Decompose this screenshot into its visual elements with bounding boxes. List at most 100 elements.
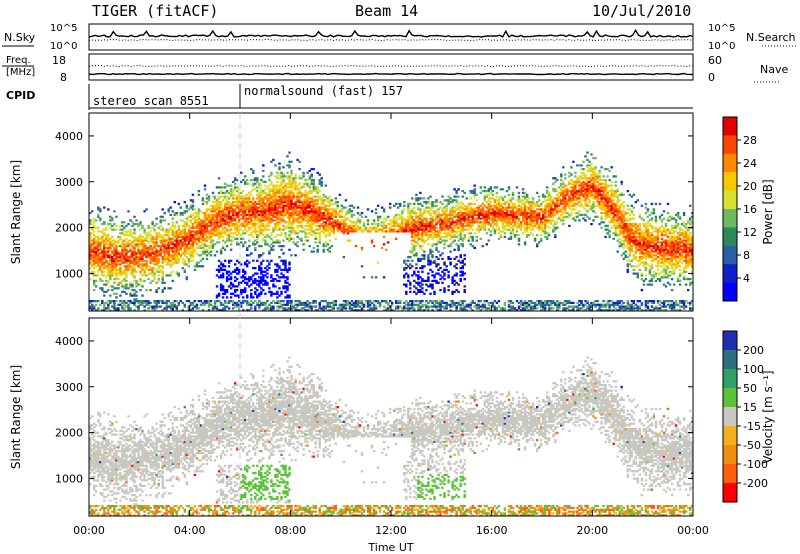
power-cell (252, 230, 255, 233)
power-cell (278, 265, 281, 268)
power-cell (169, 243, 172, 246)
power-cell (274, 285, 277, 288)
power-cell (258, 202, 261, 206)
power-cell (457, 245, 460, 248)
power-cell (113, 257, 116, 261)
power-cell (115, 261, 118, 264)
power-cell (306, 193, 309, 196)
date-title: 10/Jul/2010 (592, 2, 691, 20)
power-cell (231, 204, 235, 207)
power-cell (248, 208, 251, 211)
power-cell (215, 228, 219, 231)
power-cell (268, 193, 271, 196)
power-cell (221, 246, 225, 250)
power-cell (238, 195, 241, 198)
power-cell (238, 204, 241, 207)
power-cell (103, 234, 106, 237)
power-cell (298, 182, 301, 185)
power-cell (274, 292, 277, 295)
power-cell (306, 239, 309, 242)
power-cell (219, 206, 223, 209)
power-cell (256, 272, 259, 275)
power-cell (254, 239, 257, 242)
power-cell (161, 248, 164, 251)
power-cell (179, 212, 183, 215)
power-cell (209, 234, 213, 237)
power-cell (236, 241, 239, 244)
power-cell (256, 219, 259, 222)
power-cell (282, 179, 285, 182)
power-cell (360, 246, 364, 250)
power-cell (183, 201, 187, 204)
power-cell (213, 307, 217, 310)
power-cell (324, 184, 328, 187)
power-cell (473, 217, 476, 220)
power-cell (143, 252, 146, 255)
power-cell (242, 221, 245, 224)
power-cell (236, 197, 239, 200)
power-cell (109, 254, 112, 257)
power-cell (159, 221, 162, 224)
power-cell (203, 245, 207, 248)
power-cell (137, 239, 140, 242)
power-cell (121, 290, 124, 294)
power-cell (147, 248, 150, 251)
power-cell (201, 232, 205, 235)
power-cell (296, 226, 299, 229)
power-cell (99, 243, 102, 246)
power-cell (101, 274, 104, 277)
power-cell (397, 206, 400, 209)
power-cell (165, 230, 168, 233)
power-cell (153, 250, 156, 253)
power-cell (264, 195, 267, 198)
power-cell (189, 259, 193, 262)
power-cell (278, 239, 281, 242)
power-cell (135, 290, 138, 294)
power-cell (183, 243, 187, 246)
power-cell (252, 171, 255, 174)
power-cell (99, 261, 102, 264)
power-cell (193, 219, 197, 222)
power-cell (213, 204, 217, 207)
power-cell (141, 224, 144, 228)
power-cell (101, 232, 104, 235)
power-cell (175, 245, 179, 248)
power-cell (238, 213, 241, 217)
power-cell (161, 257, 164, 261)
power-cell (276, 270, 279, 273)
power-cell (171, 210, 174, 213)
power-cell (227, 230, 231, 233)
power-cell (157, 287, 160, 290)
power-cell (270, 213, 273, 217)
power-cell (93, 243, 96, 246)
power-cell (219, 219, 223, 222)
power-cell (457, 221, 460, 224)
power-cell (435, 279, 438, 283)
power-cell (103, 252, 106, 255)
power-cell (113, 268, 116, 272)
power-cell (175, 230, 179, 233)
power-cell (229, 248, 233, 251)
power-cell (312, 168, 315, 171)
power-cell (105, 261, 108, 264)
power-cell (195, 212, 199, 215)
power-cell (159, 254, 162, 257)
power-cell (187, 307, 191, 310)
power-cell (97, 274, 100, 277)
power-cell (240, 191, 243, 195)
power-cell (103, 290, 106, 294)
power-cell (197, 246, 201, 250)
power-cell (109, 272, 112, 275)
power-cell (101, 289, 104, 292)
power-cell (129, 267, 132, 270)
power-cell (229, 223, 233, 226)
power-cell (234, 268, 237, 272)
power-cell (93, 226, 96, 229)
power-cell (169, 228, 172, 231)
power-cell (209, 241, 213, 244)
power-cell (157, 274, 160, 277)
power-cell (254, 201, 257, 204)
power-cell (133, 246, 136, 250)
power-cell (225, 217, 229, 220)
power-cell (211, 228, 215, 231)
